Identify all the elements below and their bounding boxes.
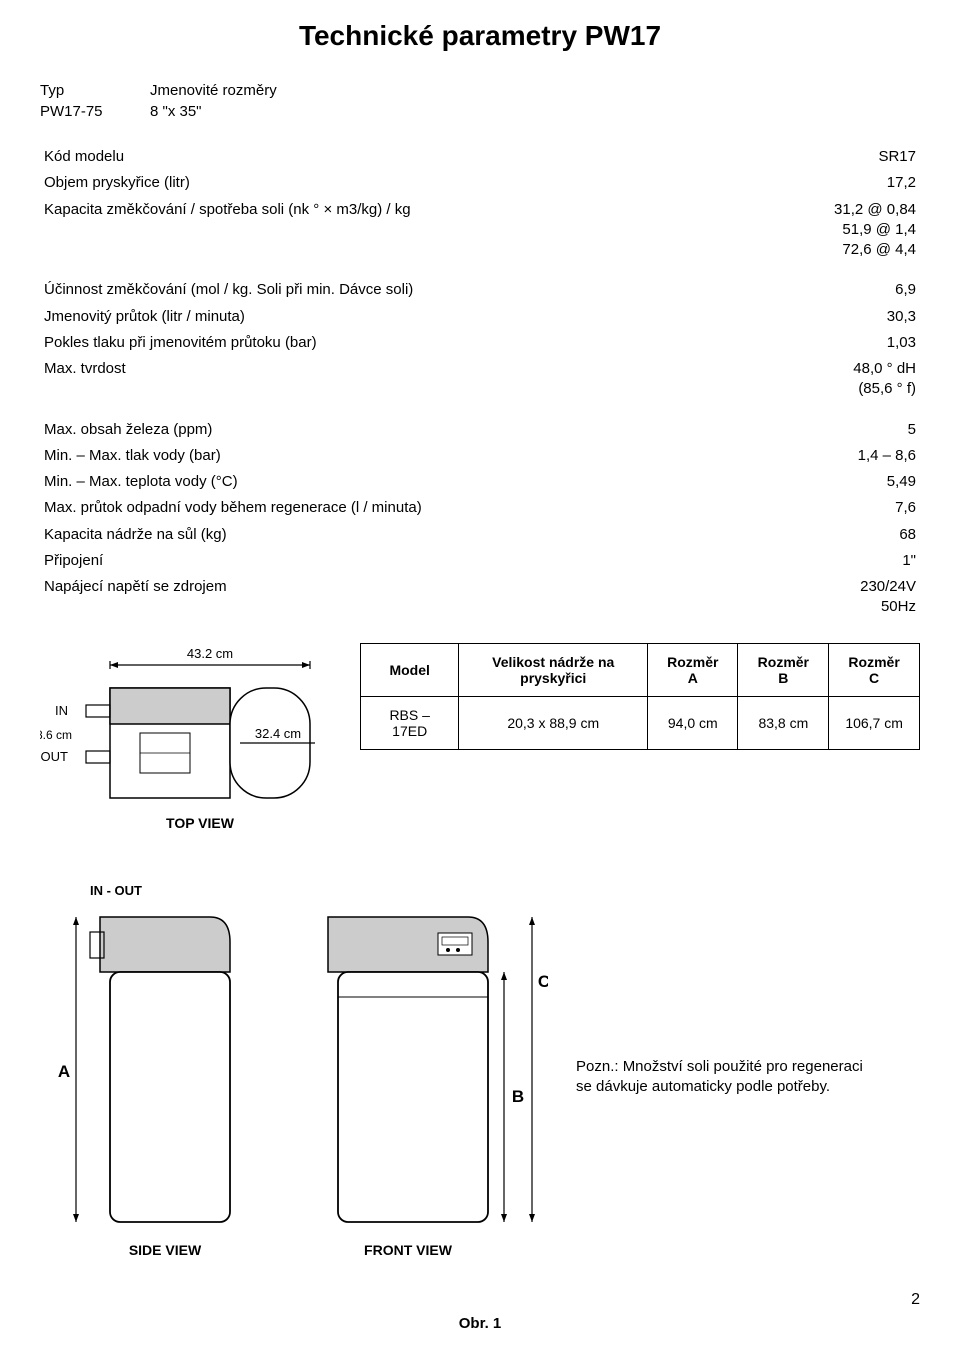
- spec-label: Napájecí napětí se zdrojem: [40, 574, 754, 621]
- type-block: Typ Jmenovité rozměry PW17-75 8 "x 35": [40, 80, 920, 122]
- note-text: Pozn.: Množství soli použité pro regener…: [576, 1057, 876, 1098]
- depth-label: 32.4 cm: [255, 726, 301, 741]
- dim-b: B: [512, 1087, 524, 1106]
- spec-value: 68: [754, 522, 920, 548]
- top-view-caption: TOP VIEW: [166, 815, 235, 831]
- spec-value: SR17: [754, 144, 920, 170]
- dims-cell: RBS – 17ED: [361, 696, 459, 749]
- in-label: IN: [55, 703, 68, 718]
- out-label: OUT: [41, 749, 69, 764]
- spec-label: Min. – Max. teplota vody (°C): [40, 469, 754, 495]
- dim-a: A: [58, 1062, 70, 1081]
- dim-c: C: [538, 972, 548, 991]
- dims-cell: 94,0 cm: [648, 696, 738, 749]
- top-width-label: 43.2 cm: [187, 646, 233, 661]
- spec-label: Max. průtok odpadní vody během regenerac…: [40, 495, 754, 521]
- spec-value: 5: [754, 410, 920, 443]
- figure-caption: Obr. 1: [40, 1315, 920, 1332]
- inout-label: IN - OUT: [90, 883, 142, 898]
- spec-value: 30,3: [754, 304, 920, 330]
- spec-label: Připojení: [40, 548, 754, 574]
- dims-section: 43.2 cm IN OUT 8.6 cm 32.4 cm TOP VIEW M…: [40, 643, 920, 853]
- spec-label: Max. obsah železa (ppm): [40, 410, 754, 443]
- side-caption: SIDE VIEW: [129, 1242, 202, 1258]
- dims-header: Rozměr C: [829, 643, 920, 696]
- page-title: Technické parametry PW17: [40, 20, 920, 52]
- spec-label: Kapacita změkčování / spotřeba soli (nk …: [40, 197, 754, 271]
- spec-value: 230/24V 50Hz: [754, 574, 920, 621]
- spec-value: 17,2: [754, 170, 920, 196]
- spec-label: Objem pryskyřice (litr): [40, 170, 754, 196]
- views-section: IN - OUT A SIDE VIEW B C FRONT VIEW: [40, 877, 920, 1277]
- spec-label: Min. – Max. tlak vody (bar): [40, 443, 754, 469]
- model-value: 8 "x 35": [150, 101, 202, 122]
- dims-table: ModelVelikost nádrže na pryskyřiciRozměr…: [360, 643, 920, 750]
- page-number: 2: [40, 1291, 920, 1309]
- spec-table: Kód modeluSR17Objem pryskyřice (litr)17,…: [40, 144, 920, 621]
- type-value: Jmenovité rozměry: [150, 80, 277, 101]
- spec-label: Účinnost změkčování (mol / kg. Soli při …: [40, 270, 754, 303]
- spec-label: Jmenovitý průtok (litr / minuta): [40, 304, 754, 330]
- front-caption: FRONT VIEW: [364, 1242, 453, 1258]
- dims-header: Model: [361, 643, 459, 696]
- top-view-diagram: 43.2 cm IN OUT 8.6 cm 32.4 cm TOP VIEW: [40, 643, 340, 853]
- spec-value: 1,4 – 8,6: [754, 443, 920, 469]
- spec-value: 31,2 @ 0,84 51,9 @ 1,4 72,6 @ 4,4: [754, 197, 920, 271]
- spec-label: Kapacita nádrže na sůl (kg): [40, 522, 754, 548]
- spec-label: Max. tvrdost: [40, 356, 754, 410]
- spec-label: Kód modelu: [40, 144, 754, 170]
- spec-value: 5,49: [754, 469, 920, 495]
- dims-header: Rozměr A: [648, 643, 738, 696]
- dims-cell: 106,7 cm: [829, 696, 920, 749]
- front-view-diagram: B C FRONT VIEW: [288, 877, 548, 1277]
- spec-value: 7,6: [754, 495, 920, 521]
- dims-header: Velikost nádrže na pryskyřici: [459, 643, 648, 696]
- dims-cell: 83,8 cm: [738, 696, 829, 749]
- model-label: PW17-75: [40, 101, 150, 122]
- spec-value: 1": [754, 548, 920, 574]
- dims-header: Rozměr B: [738, 643, 829, 696]
- spec-value: 48,0 ° dH (85,6 ° f): [754, 356, 920, 410]
- spec-label: Pokles tlaku při jmenovitém průtoku (bar…: [40, 330, 754, 356]
- in-dim: 8.6 cm: [40, 728, 72, 742]
- side-view-diagram: IN - OUT A SIDE VIEW: [40, 877, 260, 1277]
- spec-value: 1,03: [754, 330, 920, 356]
- dims-cell: 20,3 x 88,9 cm: [459, 696, 648, 749]
- type-label: Typ: [40, 80, 150, 101]
- spec-value: 6,9: [754, 270, 920, 303]
